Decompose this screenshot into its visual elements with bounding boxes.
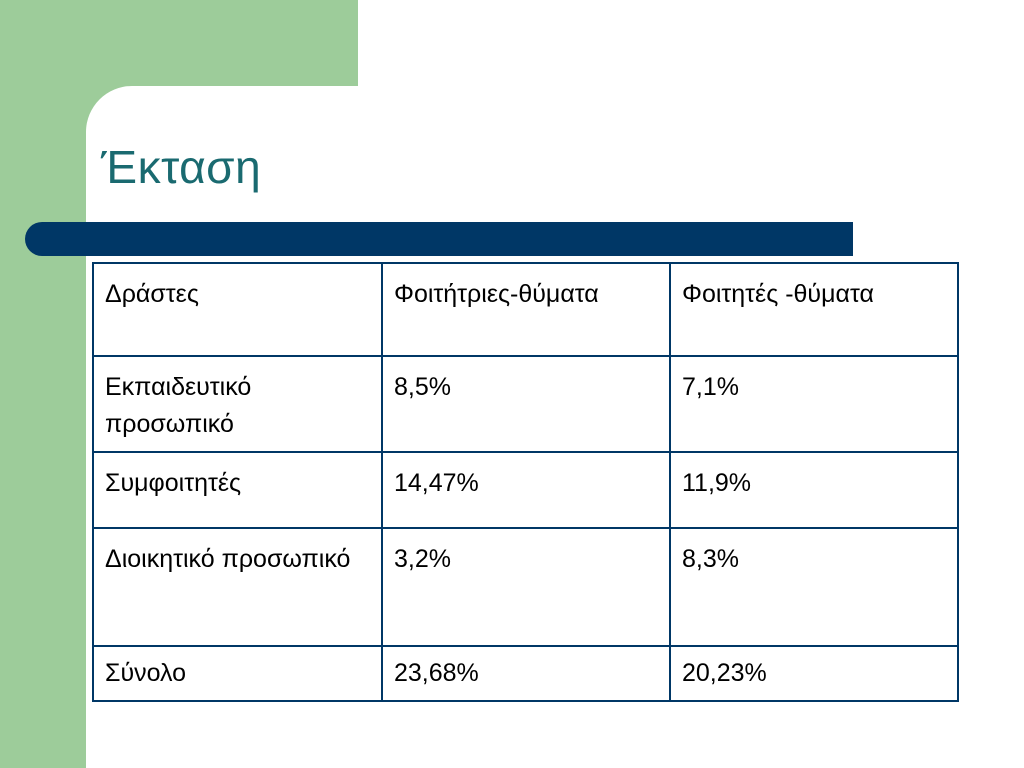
- table-row: Συμφοιτητές 14,47% 11,9%: [92, 451, 959, 529]
- header-cell-perpetrators: Δράστες: [92, 262, 383, 357]
- male-value-cell: 11,9%: [669, 451, 959, 529]
- table-row: Εκπαιδευτικό προσωπικό 8,5% 7,1%: [92, 355, 959, 453]
- row-label-cell: Σύνολο: [92, 645, 383, 702]
- male-value-cell: 20,23%: [669, 645, 959, 702]
- female-value-cell: 23,68%: [381, 645, 671, 702]
- header-cell-male-victims: Φοιτητές -θύματα: [669, 262, 959, 357]
- row-label-cell: Διοικητικό προσωπικό: [92, 527, 383, 647]
- slide-title: Έκταση: [101, 141, 262, 193]
- male-value-cell: 7,1%: [669, 355, 959, 453]
- female-value-cell: 3,2%: [381, 527, 671, 647]
- data-table: Δράστες Φοιτήτριες-θύματα Φοιτητές -θύμα…: [92, 262, 959, 702]
- female-value-cell: 14,47%: [381, 451, 671, 529]
- data-table-container: Δράστες Φοιτήτριες-θύματα Φοιτητές -θύμα…: [92, 262, 959, 702]
- header-cell-female-victims: Φοιτήτριες-θύματα: [381, 262, 671, 357]
- title-divider: [25, 222, 853, 256]
- table-row: Διοικητικό προσωπικό 3,2% 8,3%: [92, 527, 959, 647]
- table-header-row: Δράστες Φοιτήτριες-θύματα Φοιτητές -θύμα…: [92, 262, 959, 357]
- row-label-cell: Συμφοιτητές: [92, 451, 383, 529]
- row-label-cell: Εκπαιδευτικό προσωπικό: [92, 355, 383, 453]
- table-row-total: Σύνολο 23,68% 20,23%: [92, 645, 959, 702]
- female-value-cell: 8,5%: [381, 355, 671, 453]
- male-value-cell: 8,3%: [669, 527, 959, 647]
